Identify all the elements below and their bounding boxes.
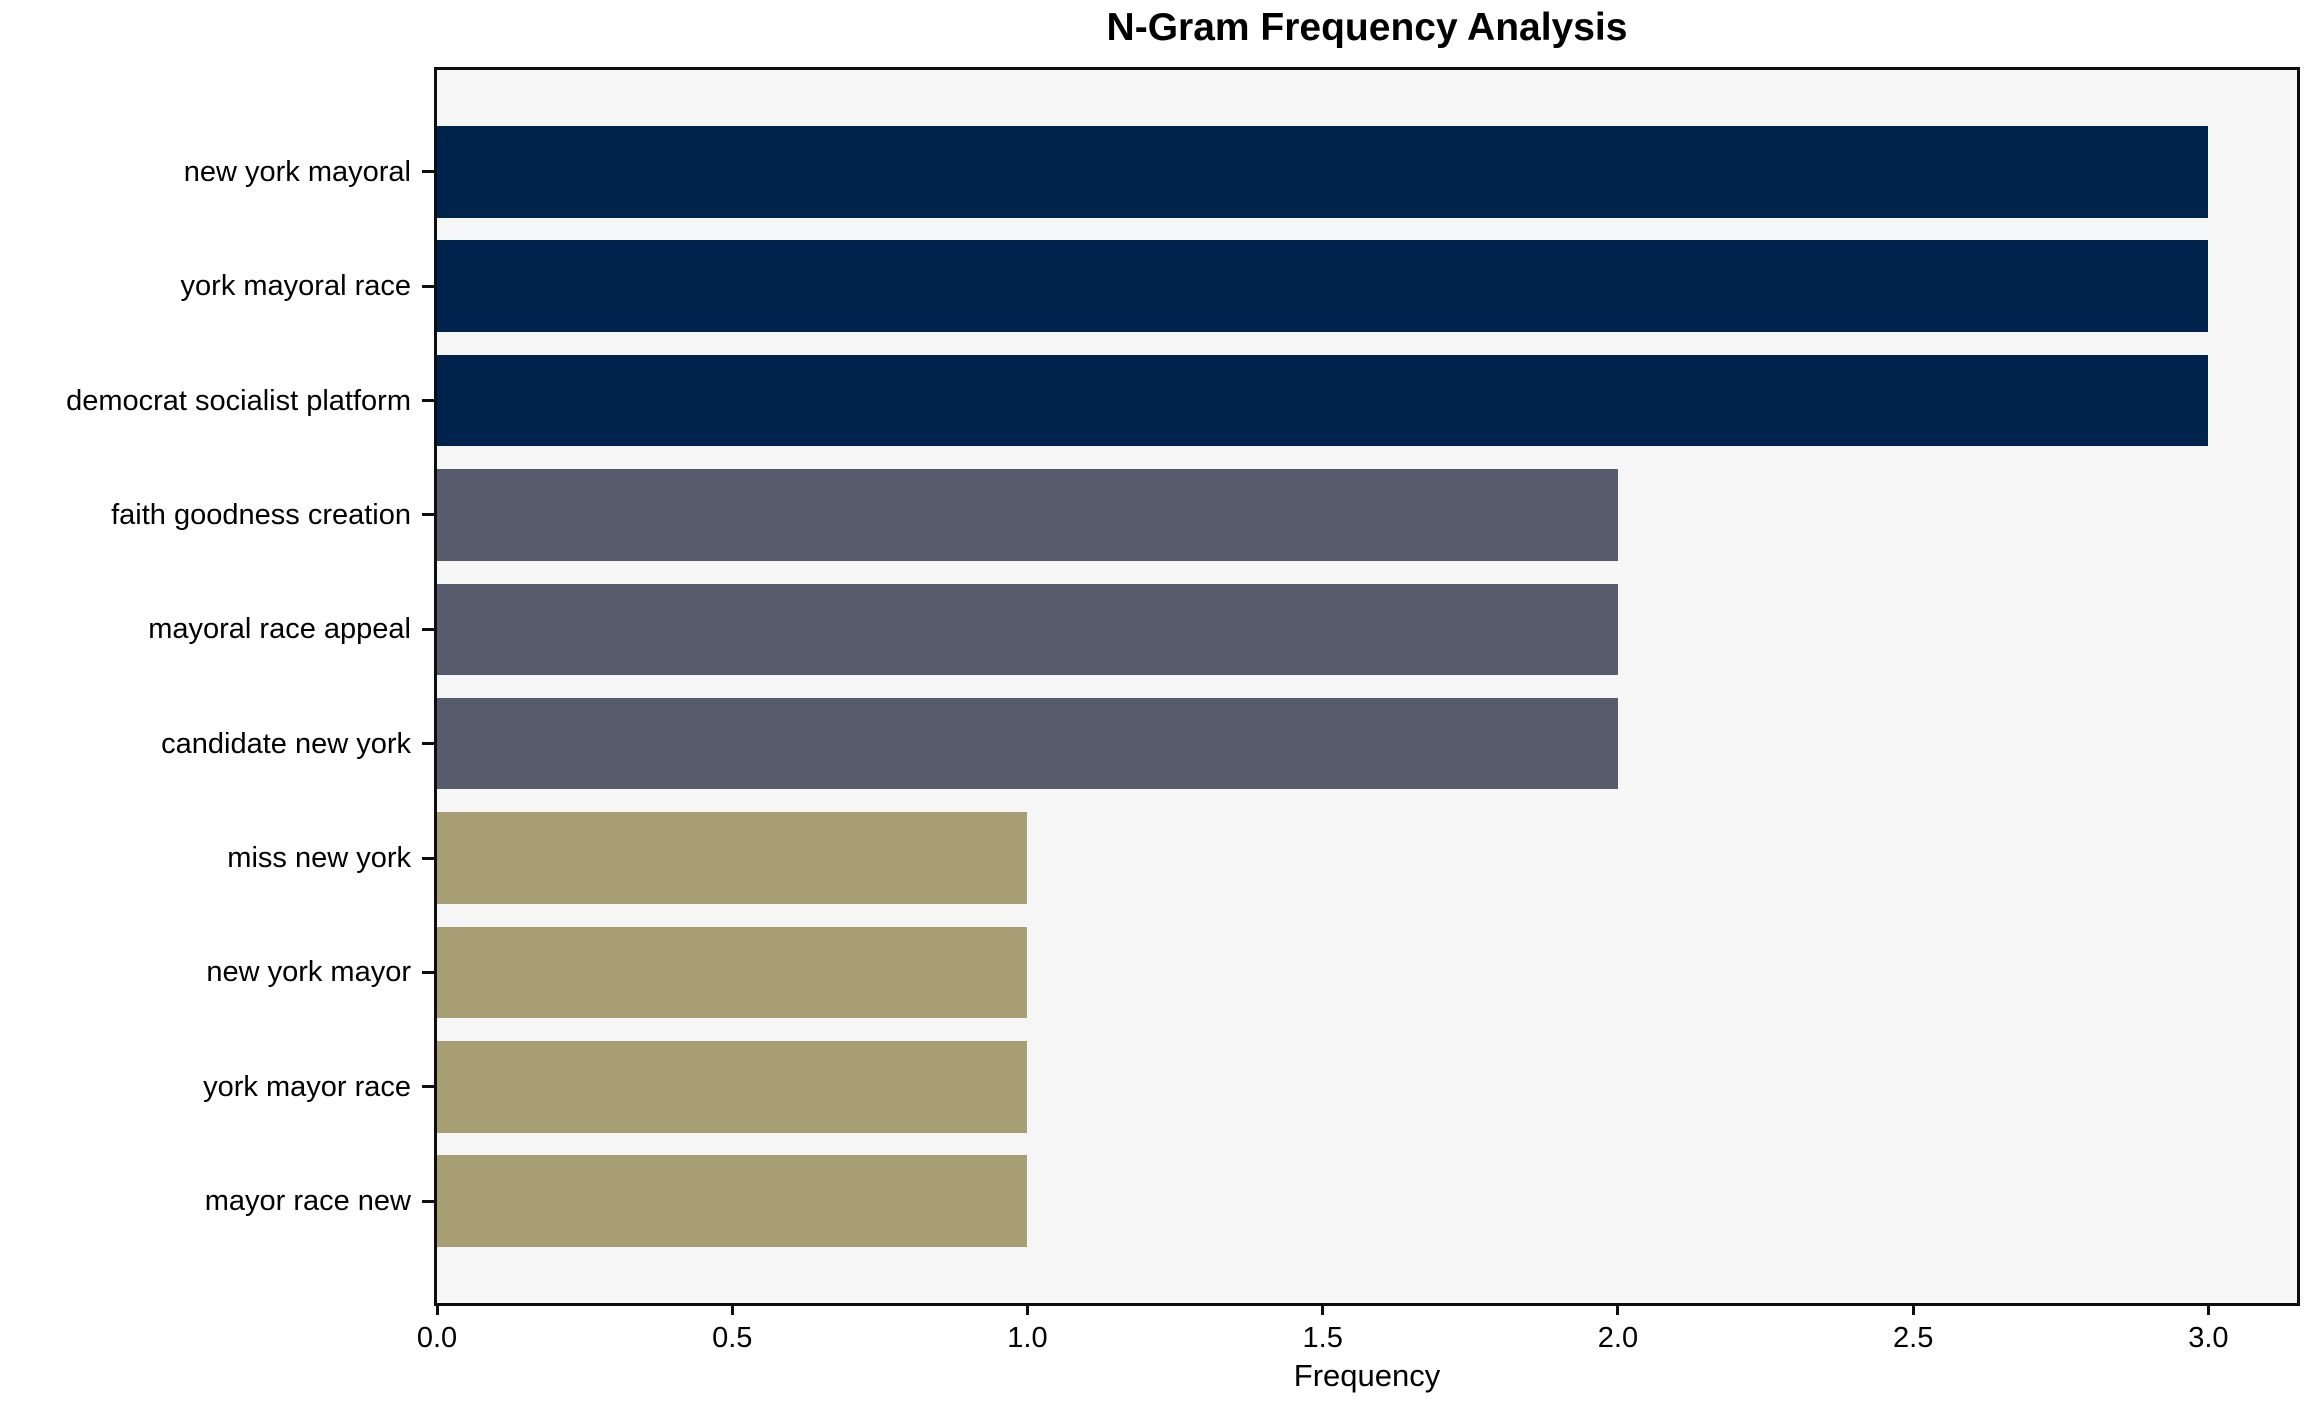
y-tick-mark (422, 513, 434, 517)
bar (437, 812, 1028, 904)
y-tick-mark (422, 399, 434, 403)
x-tick-label: 1.0 (1007, 1322, 1048, 1354)
x-tick-mark (435, 1303, 439, 1315)
y-tick-label: faith goodness creation (111, 498, 411, 531)
y-tick-label: york mayor race (203, 1070, 411, 1103)
bar (437, 126, 2209, 218)
x-axis-label: Frequency (1293, 1358, 1441, 1393)
y-tick-mark (422, 742, 434, 746)
y-tick-mark (422, 1085, 434, 1089)
bar (437, 926, 1028, 1019)
chart-title: N-Gram Frequency Analysis (1106, 6, 1628, 49)
y-tick-label: new york mayoral (183, 155, 411, 188)
y-tick-label: mayor race new (204, 1185, 411, 1218)
x-tick-label: 0.5 (712, 1322, 753, 1354)
y-tick-mark (422, 627, 434, 631)
x-tick-mark (1025, 1303, 1029, 1315)
y-tick-mark (422, 856, 434, 860)
y-tick-label: mayoral race appeal (148, 613, 411, 646)
y-tick-mark (422, 170, 434, 174)
bar (437, 583, 1618, 676)
x-tick-mark (1911, 1303, 1915, 1315)
x-tick-mark (1616, 1303, 1620, 1315)
bar (437, 1155, 1028, 1247)
y-tick-label: new york mayor (206, 956, 411, 989)
x-tick-label: 1.5 (1302, 1322, 1343, 1354)
x-tick-label: 2.5 (1893, 1322, 1934, 1354)
y-tick-label: miss new york (227, 842, 411, 875)
bar (437, 240, 2209, 332)
bar (437, 469, 1618, 561)
y-tick-mark (422, 970, 434, 974)
y-tick-label: candidate new york (161, 727, 411, 760)
bar (437, 697, 1618, 790)
x-tick-label: 2.0 (1597, 1322, 1639, 1354)
y-tick-label: york mayoral race (180, 270, 411, 303)
y-tick-mark (422, 1199, 434, 1203)
x-tick-label: 3.0 (2188, 1322, 2229, 1354)
y-tick-label: democrat socialist platform (66, 384, 411, 417)
y-tick-mark (422, 284, 434, 288)
x-tick-mark (1321, 1303, 1325, 1315)
x-tick-mark (2206, 1303, 2210, 1315)
bar (437, 354, 2209, 447)
x-tick-mark (730, 1303, 734, 1315)
x-tick-label: 0.0 (416, 1322, 458, 1354)
bar (437, 1041, 1028, 1133)
